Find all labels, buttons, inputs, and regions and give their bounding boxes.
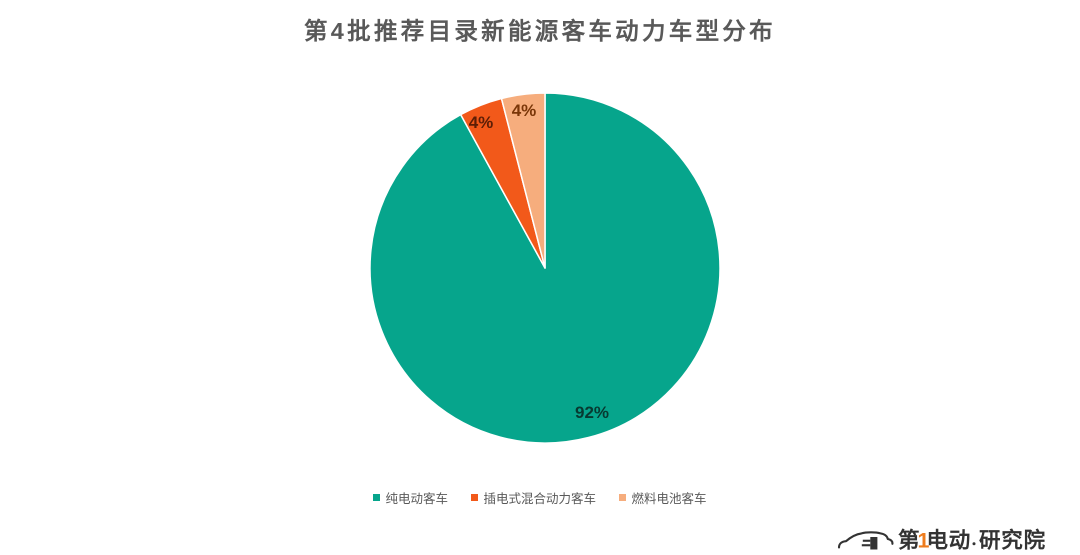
svg-text:92%: 92% [575,403,609,422]
svg-text:4%: 4% [469,113,494,132]
svg-text:研究院: 研究院 [979,528,1046,553]
svg-text:第: 第 [898,528,920,553]
svg-text:4%: 4% [512,101,537,120]
svg-text:电动: 电动 [927,529,972,553]
